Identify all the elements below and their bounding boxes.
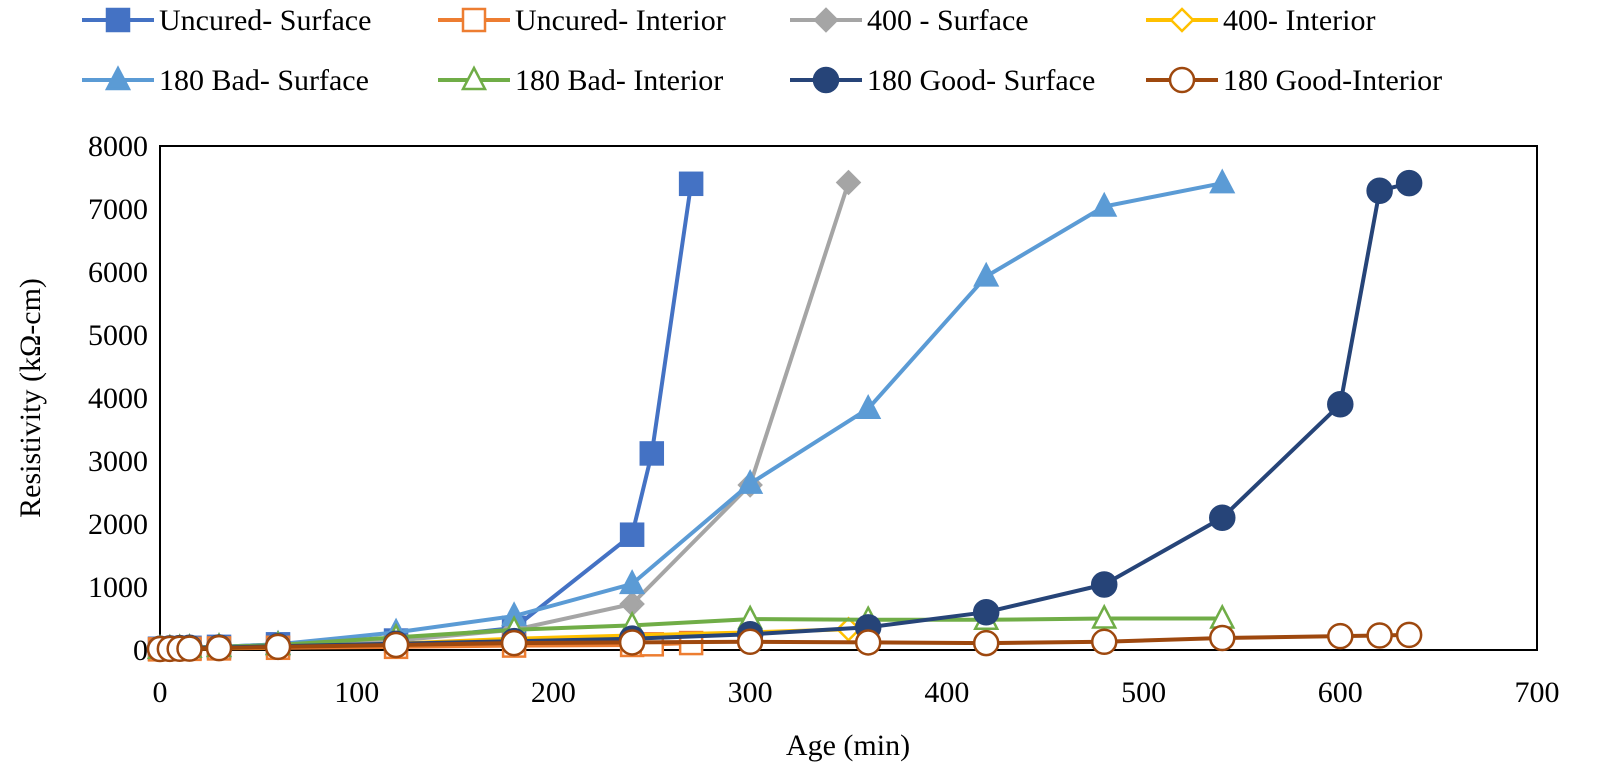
legend-item-180-good-interior: 180 Good-Interior <box>1146 64 1442 97</box>
legend-marker <box>105 7 131 33</box>
y-tick-label: 4000 <box>88 382 148 415</box>
legend-item-180-bad-surface: 180 Bad- Surface <box>82 64 369 97</box>
data-point <box>1091 603 1118 629</box>
data-point <box>1327 622 1354 650</box>
series-180-good-surface <box>146 169 1423 662</box>
legend-item-400-interior: 400- Interior <box>1146 4 1375 37</box>
series-400-surface <box>147 169 862 662</box>
y-tick-label: 8000 <box>88 130 148 163</box>
legend-item-uncured-surface: Uncured- Surface <box>82 4 371 37</box>
x-tick-label: 400 <box>924 676 969 709</box>
data-point <box>678 171 704 197</box>
legend-label: 400 - Surface <box>867 4 1029 37</box>
data-point <box>619 522 645 547</box>
data-point <box>619 569 646 595</box>
x-tick-label: 700 <box>1515 676 1560 709</box>
data-point <box>618 629 646 656</box>
data-point <box>854 629 882 656</box>
series-line <box>159 181 1410 651</box>
series-180-good-interior <box>146 621 1423 663</box>
data-point <box>736 628 764 656</box>
y-tick-label: 0 <box>133 634 148 667</box>
y-tick-label: 1000 <box>88 571 148 604</box>
data-point <box>737 468 764 494</box>
plot-area <box>159 145 1538 651</box>
series-line <box>159 181 1223 651</box>
y-axis-ticks: 0 1000 2000 3000 4000 5000 6000 7000 8000 <box>88 130 148 667</box>
legend-label: 400- Interior <box>1223 4 1375 37</box>
x-tick-label: 200 <box>531 676 576 709</box>
series-180-bad-surface <box>146 168 1236 659</box>
legend-marker <box>812 66 840 94</box>
series-line <box>159 181 851 651</box>
x-tick-label: 300 <box>728 676 773 709</box>
legend-item-uncured-interior: Uncured- Interior <box>438 4 726 37</box>
data-point <box>1209 624 1236 652</box>
legend: Uncured- Surface Uncured- Interior 400 - S… <box>82 4 1442 97</box>
legend-label: Uncured- Surface <box>159 4 371 37</box>
legend-marker <box>1168 66 1196 94</box>
data-point <box>1395 621 1423 649</box>
data-point <box>972 629 1000 657</box>
data-point <box>1395 169 1423 197</box>
data-point <box>264 633 292 661</box>
data-point <box>1366 177 1393 204</box>
data-point <box>1091 191 1118 217</box>
x-tick-label: 0 <box>153 676 168 709</box>
data-point <box>1327 391 1354 418</box>
x-tick-label: 600 <box>1318 676 1363 709</box>
data-point <box>500 629 528 657</box>
data-point <box>973 261 1000 287</box>
data-point <box>855 394 882 419</box>
data-point <box>1366 622 1393 649</box>
legend-item-180-good-surface: 180 Good- Surface <box>790 64 1095 97</box>
x-tick-label: 500 <box>1121 676 1166 709</box>
data-point <box>972 598 1000 626</box>
data-point <box>1209 504 1236 531</box>
data-point <box>1209 168 1236 194</box>
data-point <box>205 634 233 662</box>
x-axis-ticks: 0 100 200 300 400 500 600 700 <box>153 676 1560 709</box>
y-axis-title: Resistivity (kΩ-cm) <box>14 278 47 518</box>
legend-item-400-surface: 400 - Surface <box>790 4 1029 37</box>
y-tick-label: 5000 <box>88 319 148 352</box>
legend-label: 180 Good-Interior <box>1223 64 1442 97</box>
y-tick-label: 3000 <box>88 445 148 478</box>
legend-label: 180 Good- Surface <box>867 64 1095 97</box>
series-line <box>159 183 694 651</box>
y-tick-label: 7000 <box>88 193 148 226</box>
data-point <box>1090 571 1118 598</box>
data-point <box>835 169 862 196</box>
series-group <box>146 168 1423 663</box>
data-point <box>382 631 410 659</box>
legend-marker <box>1169 7 1195 33</box>
y-tick-label: 6000 <box>88 256 148 289</box>
x-axis-title: Age (min) <box>786 729 910 762</box>
legend-label: 180 Bad- Interior <box>515 64 723 97</box>
y-tick-label: 2000 <box>88 508 148 541</box>
data-point <box>176 635 203 662</box>
x-tick-label: 100 <box>334 676 379 709</box>
legend-label: Uncured- Interior <box>515 4 726 37</box>
legend-marker <box>813 7 839 33</box>
legend-label: 180 Bad- Surface <box>159 64 369 97</box>
legend-marker <box>104 65 132 91</box>
legend-marker <box>460 65 488 91</box>
legend-marker <box>461 7 487 33</box>
data-point <box>1090 628 1118 656</box>
legend-item-180-bad-interior: 180 Bad- Interior <box>438 64 723 97</box>
data-point <box>639 441 665 466</box>
